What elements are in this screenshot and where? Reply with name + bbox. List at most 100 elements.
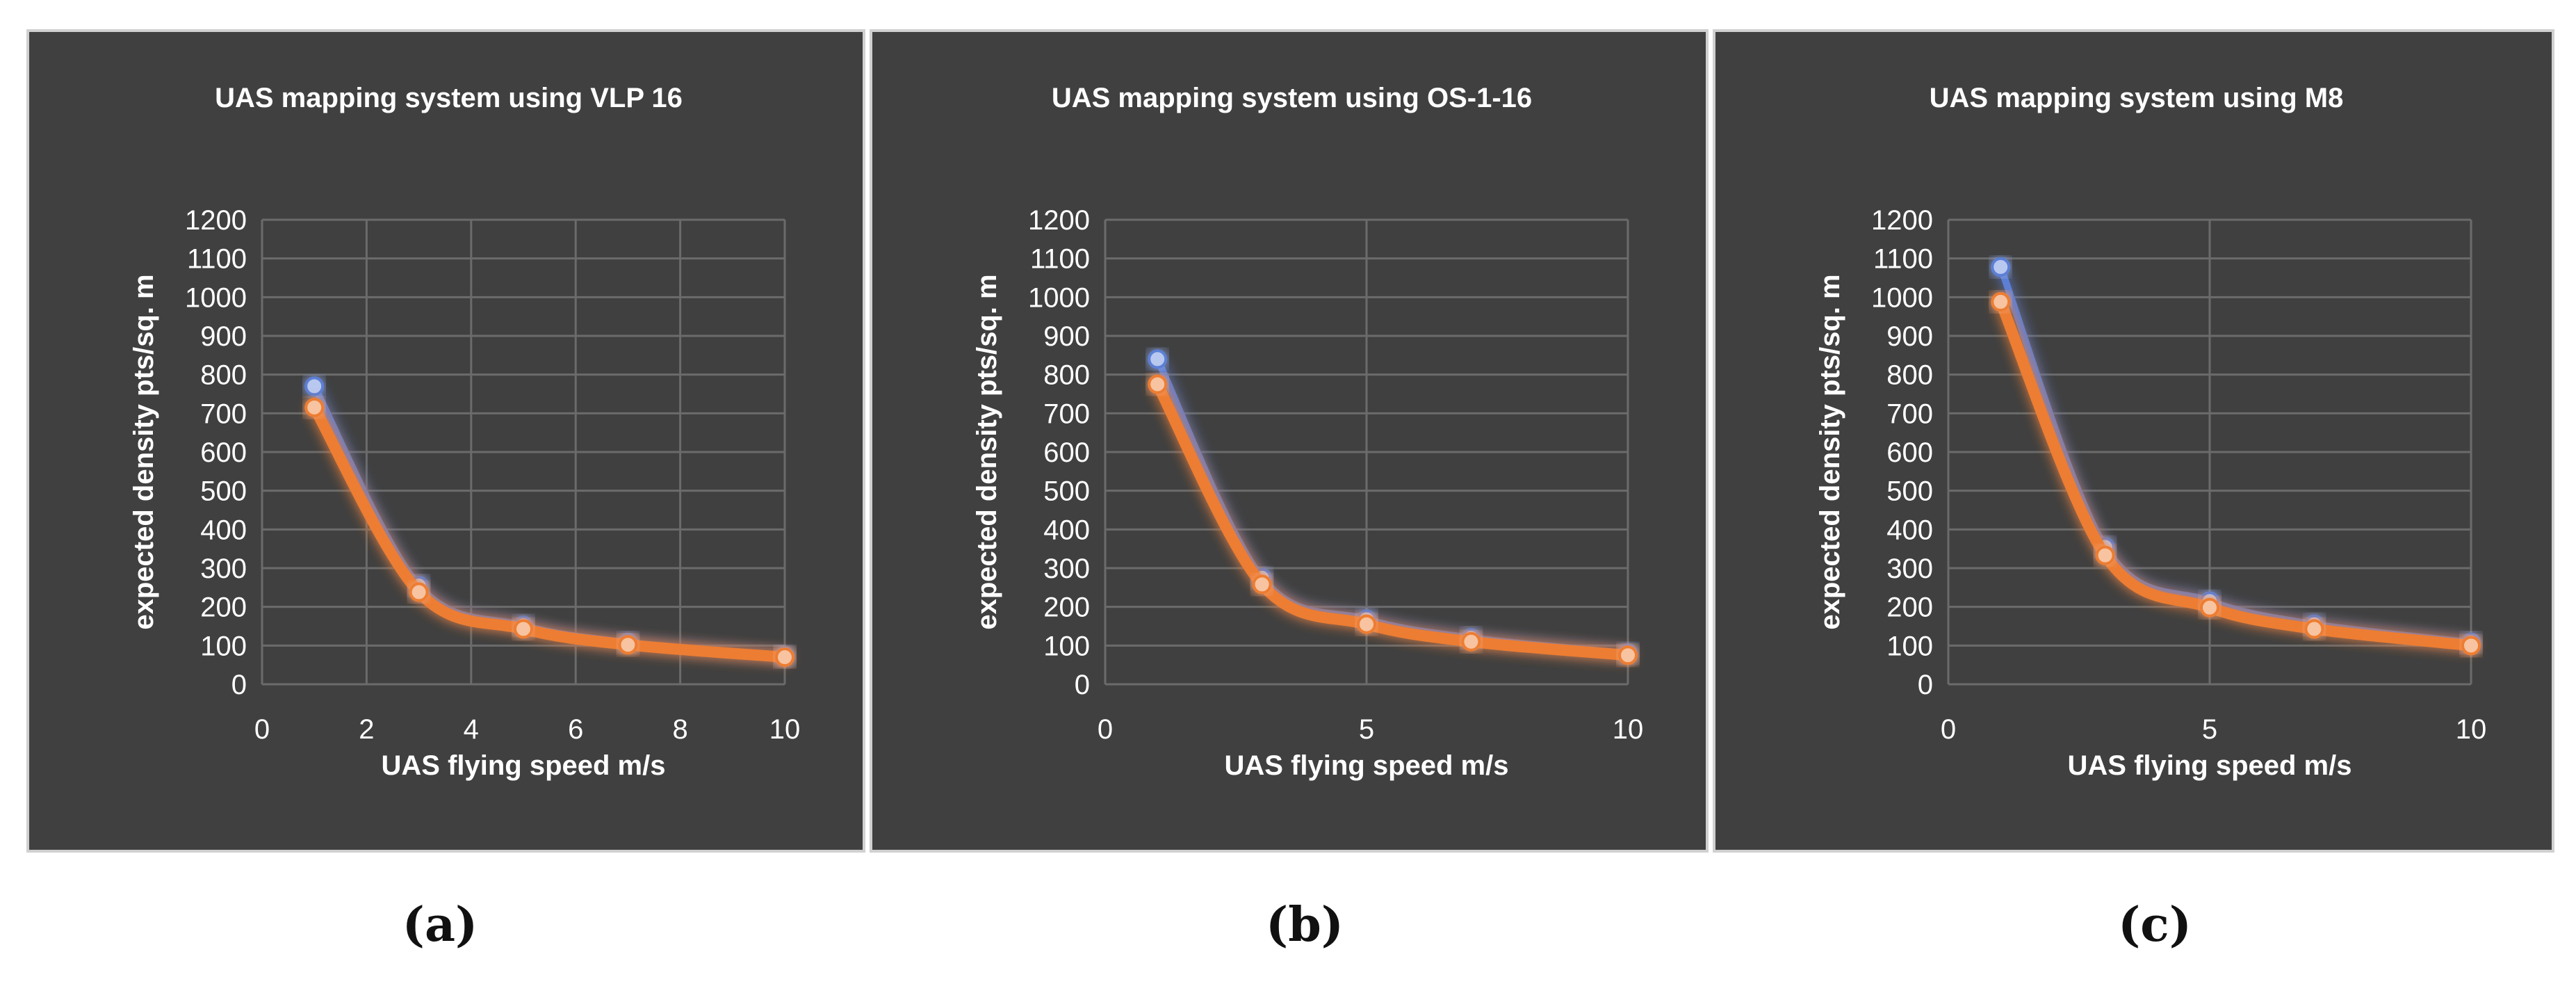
x-tick-label: 0 — [1098, 714, 1113, 745]
data-point — [775, 647, 794, 668]
series-line — [309, 402, 790, 663]
series-2 — [1148, 374, 1638, 666]
data-point — [1991, 257, 2011, 277]
series-1 — [304, 376, 794, 666]
y-tick-label: 800 — [200, 360, 247, 391]
series-line — [1152, 378, 1633, 661]
y-tick-label: 0 — [231, 670, 247, 700]
data-point — [514, 619, 533, 639]
y-tick-label: 1100 — [1873, 244, 1933, 275]
chart-panel-a: UAS mapping system using VLP 16 0 100 200 30… — [26, 29, 865, 853]
data-point — [1252, 574, 1272, 595]
y-tick-label: 500 — [200, 476, 247, 507]
grid — [261, 218, 786, 686]
y-tick-label: 700 — [200, 398, 247, 429]
chart-a: UAS mapping system using VLP 16010020030… — [129, 83, 801, 781]
y-tick-label: 700 — [1886, 398, 1933, 429]
y-tick-label: 1000 — [1871, 282, 1933, 313]
y-tick-label: 1200 — [185, 205, 247, 236]
y-tick-label: 1000 — [185, 282, 247, 313]
x-axis-label: UAS flying speed m/s — [382, 750, 666, 781]
y-axis-label: expected density pts/sq. m — [972, 274, 1002, 629]
y-tick-label: 100 — [1886, 631, 1933, 661]
grid — [1104, 218, 1629, 686]
data-point — [1148, 349, 1168, 369]
y-tick-label: 900 — [200, 321, 247, 352]
chart-title: UAS mapping system using M8 — [1930, 83, 2344, 113]
data-point — [409, 582, 429, 602]
y-tick-label: 600 — [200, 437, 247, 468]
series-2 — [1991, 292, 2481, 656]
data-point — [2461, 636, 2481, 656]
y-tick-label: 500 — [1043, 476, 1090, 507]
x-tick-label: 0 — [1941, 714, 1956, 745]
y-tick-label: 500 — [1886, 476, 1933, 507]
y-axis-label: expected density pts/sq. m — [1815, 274, 1845, 629]
data-point — [1148, 374, 1168, 394]
y-tick-label: 400 — [1043, 515, 1090, 545]
caption-b: (b) — [1266, 897, 1344, 953]
y-tick-label: 300 — [1886, 554, 1933, 584]
x-tick-label: 10 — [769, 714, 801, 745]
y-tick-label: 800 — [1043, 360, 1090, 391]
y-tick-label: 1100 — [187, 244, 247, 275]
y-tick-label: 400 — [200, 515, 247, 545]
y-tick-label: 900 — [1886, 321, 1933, 352]
y-tick-label: 600 — [1886, 437, 1933, 468]
data-point — [1991, 292, 2011, 312]
series-1 — [1991, 257, 2481, 652]
y-tick-label: 300 — [1043, 554, 1090, 584]
series-line — [1995, 296, 2477, 652]
y-tick-label: 600 — [1043, 437, 1090, 468]
y-tick-label: 400 — [1886, 515, 1933, 545]
series-line — [311, 382, 788, 660]
y-tick-label: 800 — [1886, 360, 1933, 391]
chart-b: UAS mapping system using OS-1-1601002003… — [972, 83, 1644, 781]
y-tick-label: 200 — [200, 592, 247, 623]
x-tick-label: 5 — [1359, 714, 1374, 745]
y-tick-label: 1000 — [1028, 282, 1090, 313]
chart-title: UAS mapping system using VLP 16 — [215, 83, 683, 113]
y-tick-label: 1100 — [1030, 244, 1090, 275]
series-line — [1997, 263, 2475, 646]
data-point — [618, 635, 638, 655]
y-tick-label: 1200 — [1871, 205, 1933, 236]
data-point — [2304, 619, 2324, 639]
series-1 — [1148, 349, 1638, 663]
data-point — [304, 376, 325, 396]
chart-panel-c: UAS mapping system using M8 0 100 200 300 400… — [1713, 29, 2554, 853]
x-tick-label: 4 — [464, 714, 479, 745]
y-tick-label: 700 — [1043, 398, 1090, 429]
caption-c: (c) — [2118, 897, 2192, 953]
data-point — [2200, 597, 2219, 618]
x-tick-label: 10 — [2456, 714, 2487, 745]
y-tick-label: 100 — [1043, 631, 1090, 661]
caption-a: (a) — [402, 897, 478, 953]
chart-c: UAS mapping system using M8 0 100 200 300 400… — [1815, 83, 2487, 781]
chart-panel-b: UAS mapping system using OS-1-16 0 100 200 3… — [870, 29, 1709, 853]
y-tick-label: 100 — [200, 631, 247, 661]
x-tick-label: 2 — [359, 714, 374, 745]
data-point — [304, 397, 325, 417]
x-tick-label: 0 — [254, 714, 270, 745]
data-point — [1461, 631, 1481, 652]
y-tick-label: 200 — [1043, 592, 1090, 623]
y-tick-label: 1200 — [1028, 205, 1090, 236]
y-tick-label: 900 — [1043, 321, 1090, 352]
grid — [1947, 218, 2472, 686]
data-point — [2095, 545, 2115, 565]
chart-title: UAS mapping system using OS-1-16 — [1052, 83, 1532, 113]
x-axis-label: UAS flying speed m/s — [1225, 750, 1509, 781]
y-tick-label: 200 — [1886, 592, 1933, 623]
x-tick-label: 8 — [672, 714, 687, 745]
y-tick-label: 300 — [200, 554, 247, 584]
x-tick-label: 10 — [1613, 714, 1644, 745]
series-2 — [304, 397, 794, 668]
x-tick-label: 6 — [568, 714, 583, 745]
x-axis-label: UAS flying speed m/s — [2068, 750, 2352, 781]
series-line — [1154, 355, 1631, 657]
y-axis-label: expected density pts/sq. m — [129, 274, 159, 629]
data-point — [1618, 645, 1638, 666]
data-point — [1357, 614, 1376, 634]
y-tick-label: 0 — [1075, 670, 1090, 700]
